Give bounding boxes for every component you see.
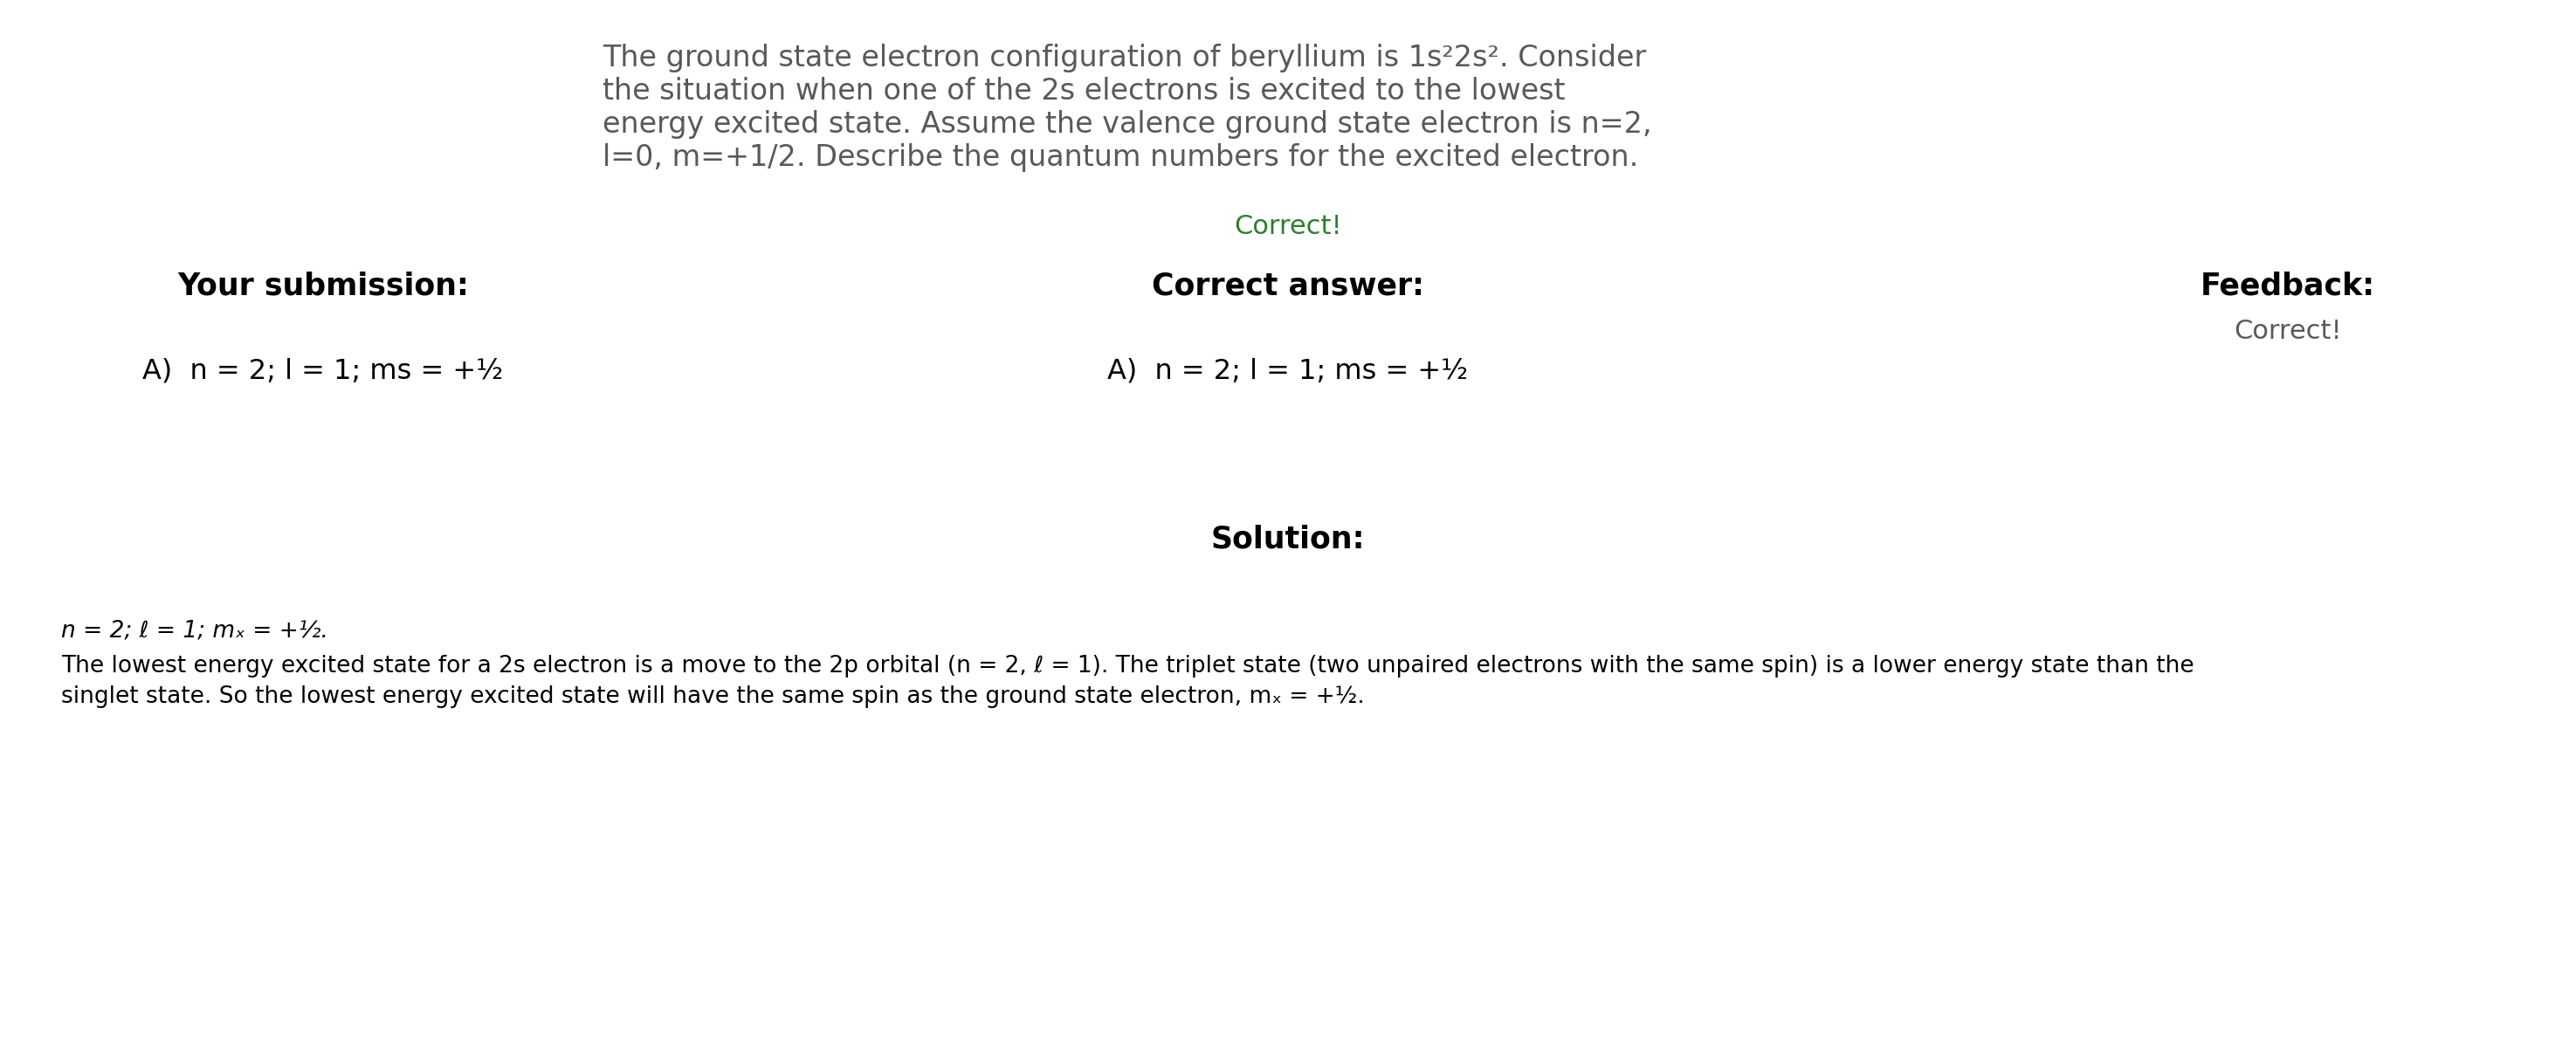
Text: Correct!: Correct!	[2233, 319, 2342, 344]
Text: A)  n = 2; l = 1; ms = +½: A) n = 2; l = 1; ms = +½	[142, 358, 502, 385]
Text: n = 2; ℓ = 1; mₓ = +½.: n = 2; ℓ = 1; mₓ = +½.	[62, 620, 327, 642]
Text: singlet state. So the lowest energy excited state will have the same spin as the: singlet state. So the lowest energy exci…	[62, 686, 1365, 709]
Text: Feedback:: Feedback:	[2200, 271, 2375, 300]
Text: l=0, m=+1/2. Describe the quantum numbers for the excited electron.: l=0, m=+1/2. Describe the quantum number…	[603, 143, 1638, 172]
Text: energy excited state. Assume the valence ground state electron is n=2,: energy excited state. Assume the valence…	[603, 110, 1651, 139]
Text: Correct answer:: Correct answer:	[1151, 271, 1425, 300]
Text: The ground state electron configuration of beryllium is 1s²2s². Consider: The ground state electron configuration …	[603, 44, 1646, 73]
Text: the situation when one of the 2s electrons is excited to the lowest: the situation when one of the 2s electro…	[603, 77, 1566, 106]
Text: Correct!: Correct!	[1234, 214, 1342, 239]
Text: The lowest energy excited state for a 2s electron is a move to the 2p orbital (n: The lowest energy excited state for a 2s…	[62, 655, 2195, 677]
Text: A)  n = 2; l = 1; ms = +½: A) n = 2; l = 1; ms = +½	[1108, 358, 1468, 385]
Text: Solution:: Solution:	[1211, 524, 1365, 554]
Text: Your submission:: Your submission:	[178, 271, 469, 300]
